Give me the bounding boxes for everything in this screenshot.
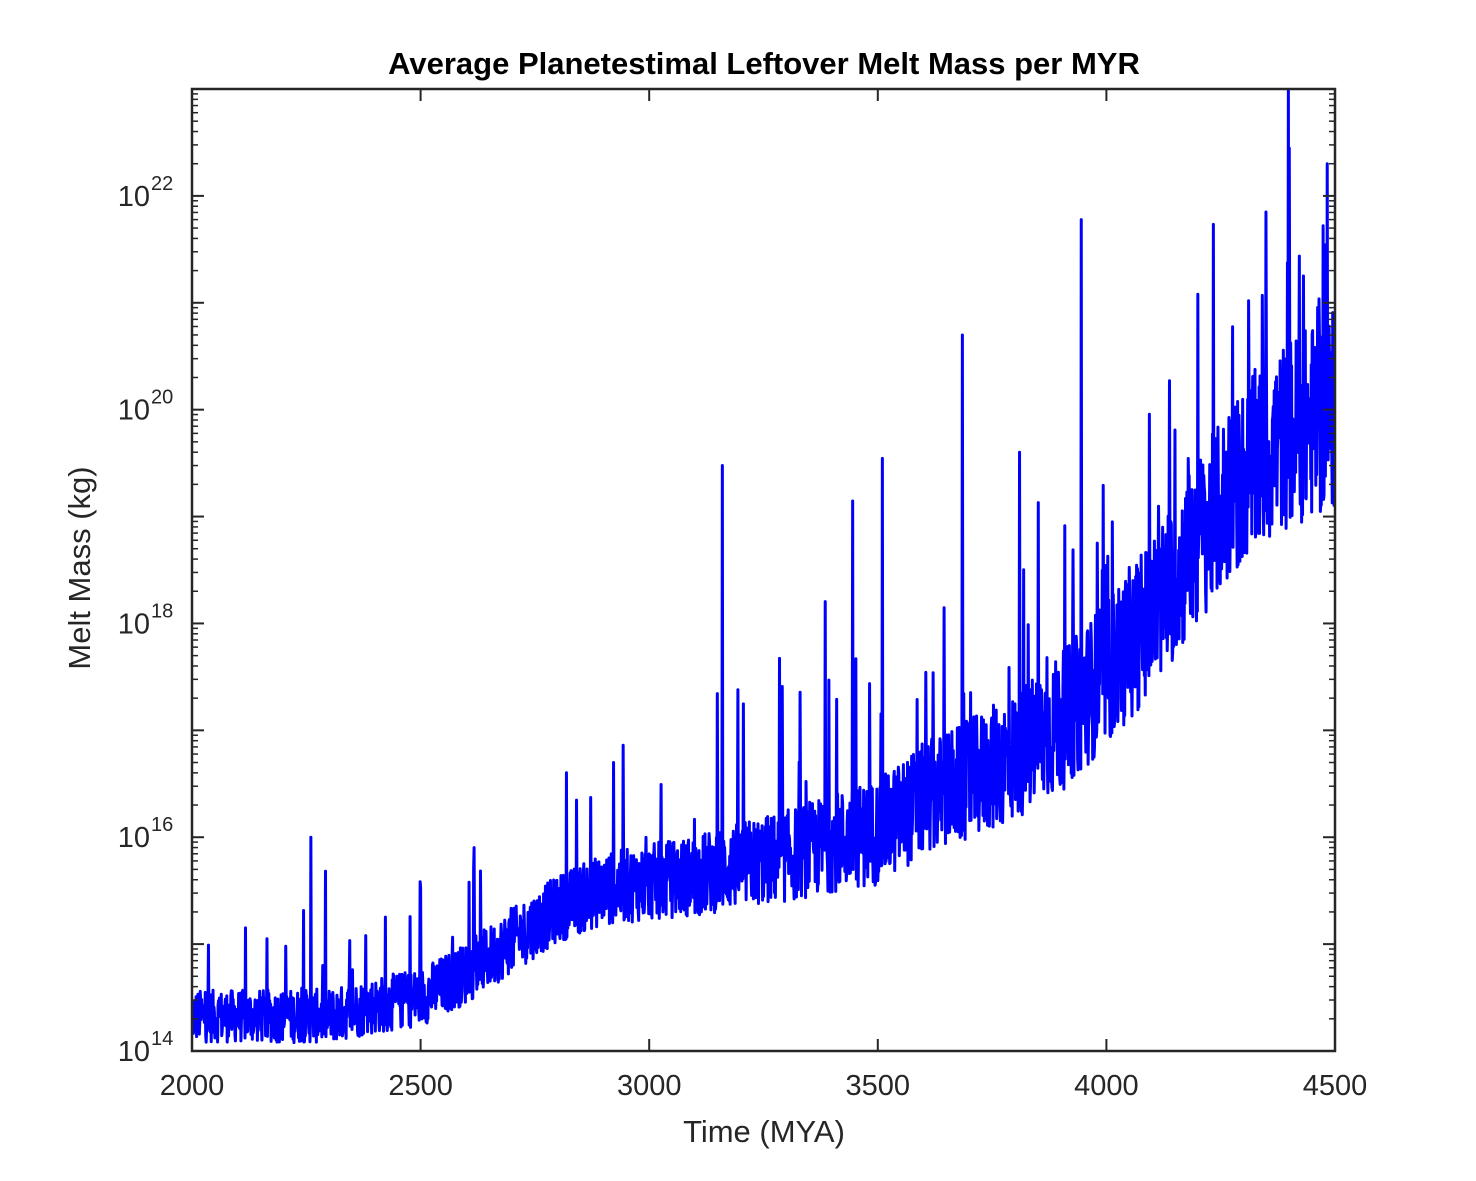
y-tick-label: 10 22	[118, 173, 174, 213]
y-tick-exponent: 22	[151, 173, 173, 195]
x-tick-label: 4000	[1074, 1070, 1139, 1102]
chart-title: Average Planetestimal Leftover Melt Mass…	[388, 46, 1140, 81]
x-tick-label: 2000	[160, 1070, 225, 1102]
y-tick-exponent: 14	[151, 1028, 173, 1050]
y-tick-exponent: 16	[151, 814, 173, 836]
y-tick-exponent: 20	[151, 387, 173, 409]
x-tick-label: 3000	[617, 1070, 682, 1102]
y-tick-label: 10 14	[118, 1028, 174, 1068]
x-tick-label: 2500	[388, 1070, 453, 1102]
y-tick-label: 10 16	[118, 814, 174, 854]
plot-frame	[190, 87, 1337, 1053]
series-line	[192, 89, 1335, 1045]
x-tick-label: 4500	[1303, 1070, 1368, 1102]
y-tick-exponent: 18	[151, 600, 173, 622]
y-tick-base: 10	[118, 608, 150, 640]
series-layer	[192, 89, 1335, 1045]
y-axis-label: Melt Mass (kg)	[62, 466, 97, 669]
y-tick-base: 10	[118, 1036, 150, 1068]
x-tick-label: 3500	[846, 1070, 911, 1102]
y-tick-base: 10	[118, 395, 150, 427]
y-tick-label: 10 20	[118, 387, 174, 427]
y-tick-base: 10	[118, 822, 150, 854]
y-tick-label: 10 18	[118, 600, 174, 640]
y-tick-base: 10	[118, 181, 150, 213]
x-axis-label: Time (MYA)	[683, 1114, 845, 1149]
